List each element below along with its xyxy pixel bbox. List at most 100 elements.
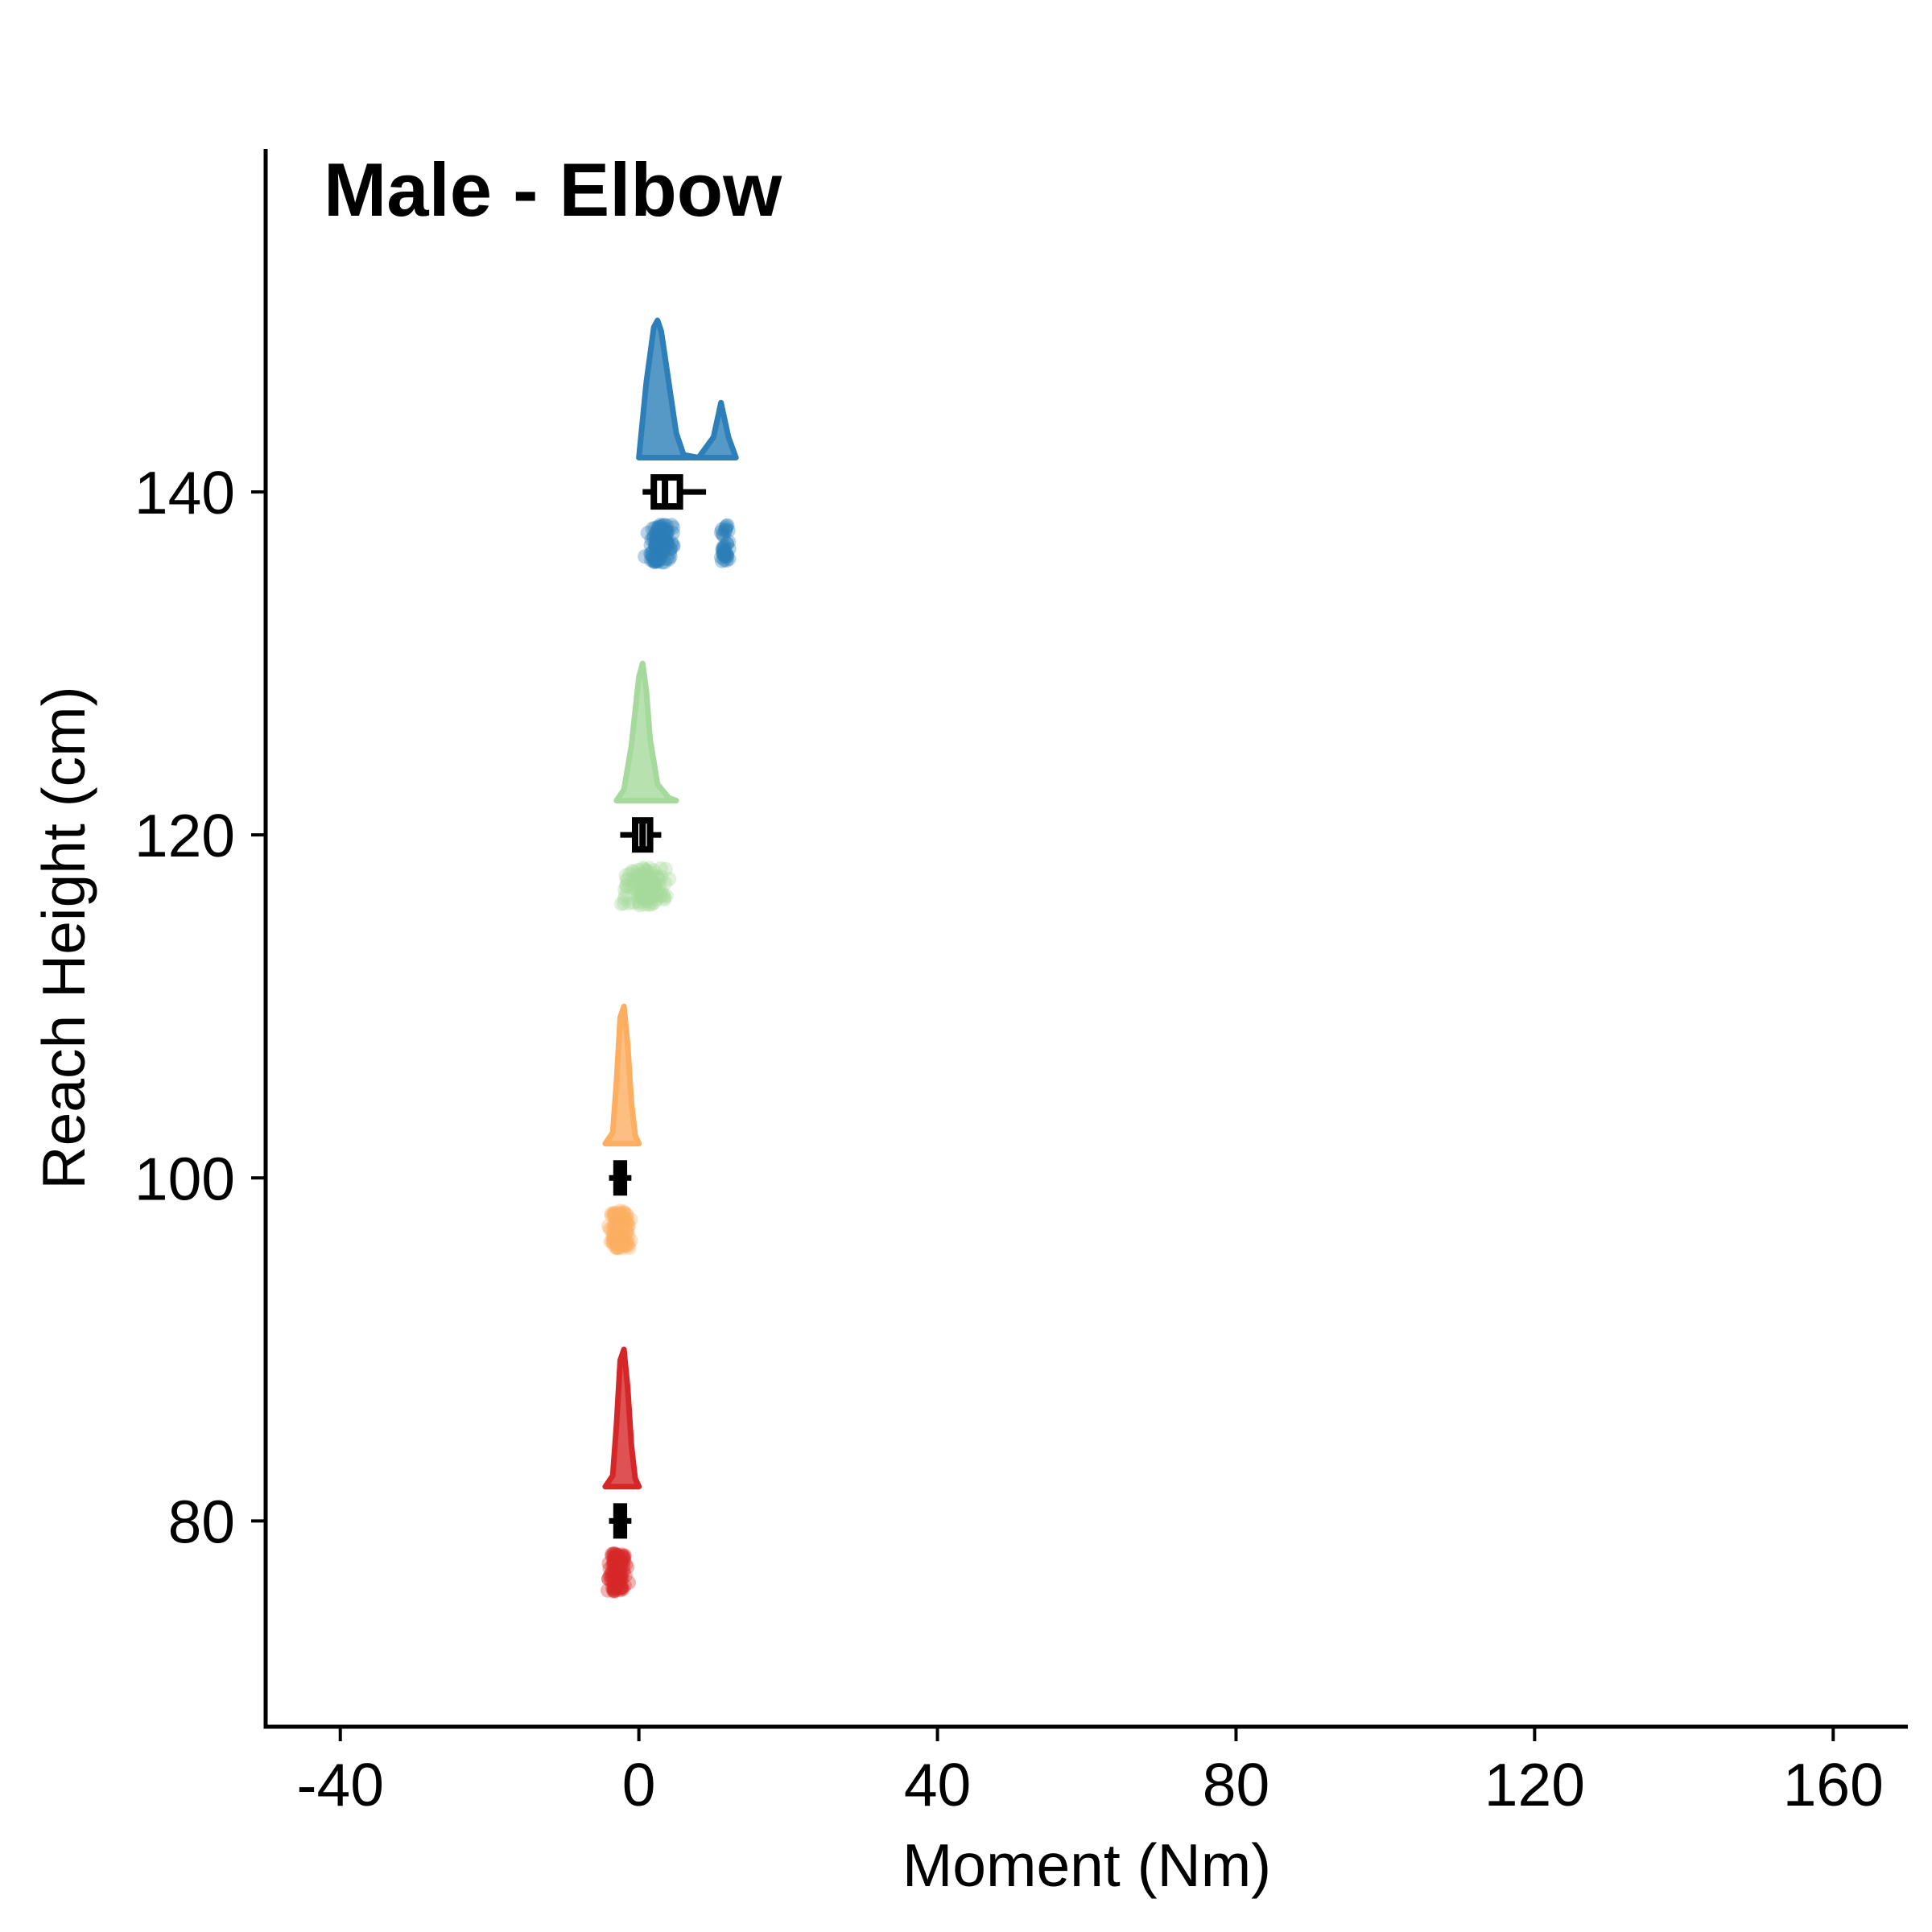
data-point — [611, 1576, 626, 1591]
data-point — [648, 877, 663, 892]
data-point — [649, 531, 664, 547]
data-point — [642, 873, 657, 888]
data-point — [614, 1237, 630, 1253]
data-point — [636, 886, 651, 902]
data-point — [659, 535, 675, 550]
y-tick-label: 80 — [168, 1488, 235, 1555]
data-point — [607, 1579, 622, 1595]
data-point — [613, 1232, 629, 1248]
data-point — [652, 551, 667, 566]
data-point — [606, 1208, 621, 1223]
data-point — [645, 521, 660, 536]
data-point — [617, 881, 633, 897]
data-point — [644, 532, 659, 547]
data-point — [616, 1563, 631, 1579]
density-cloud — [636, 317, 739, 460]
data-point — [649, 531, 664, 547]
data-point — [609, 1214, 624, 1229]
density-cloud — [602, 1346, 642, 1490]
data-point — [658, 537, 673, 552]
data-point — [629, 867, 644, 882]
data-point — [607, 1567, 622, 1582]
data-point — [620, 1213, 635, 1228]
data-point — [645, 552, 660, 568]
data-point — [621, 1219, 637, 1234]
data-point — [609, 1234, 624, 1249]
data-point — [606, 1234, 621, 1249]
data-point — [609, 1565, 625, 1580]
data-point — [654, 542, 670, 557]
data-point — [656, 531, 671, 547]
data-point — [719, 546, 734, 561]
data-point — [606, 1583, 621, 1598]
data-point — [642, 897, 657, 912]
data-point — [658, 529, 674, 544]
data-point — [720, 518, 735, 533]
data-point — [609, 1236, 624, 1252]
data-point — [607, 1546, 622, 1562]
data-point — [617, 1216, 632, 1231]
data-point — [617, 1548, 632, 1563]
data-point — [611, 1234, 626, 1249]
data-point — [609, 1216, 624, 1232]
data-point — [648, 553, 663, 568]
data-point — [658, 523, 673, 539]
data-point — [613, 1574, 629, 1589]
data-point — [650, 535, 665, 550]
data-point — [621, 1228, 636, 1243]
data-point — [615, 1228, 630, 1243]
data-point — [639, 890, 654, 906]
data-point — [608, 1240, 623, 1255]
data-point — [719, 547, 734, 563]
data-point — [608, 1547, 623, 1563]
data-point — [655, 542, 671, 557]
data-point — [605, 1563, 620, 1579]
data-point — [607, 1583, 622, 1599]
data-point — [608, 1210, 623, 1225]
data-point — [610, 1575, 625, 1590]
data-point — [713, 550, 729, 565]
x-tick-label: 40 — [904, 1751, 971, 1818]
data-point — [609, 1568, 625, 1583]
data-point — [617, 1237, 632, 1253]
data-point — [659, 525, 675, 540]
data-point — [613, 1569, 629, 1584]
data-point — [716, 528, 731, 543]
data-point — [607, 1565, 622, 1580]
chart-title: Male - Elbow — [324, 147, 782, 232]
data-point — [631, 862, 646, 877]
density-cloud — [602, 1003, 642, 1147]
data-point — [606, 1575, 621, 1591]
data-point — [606, 1217, 621, 1232]
data-point — [721, 551, 737, 567]
data-point — [616, 1212, 631, 1227]
data-point — [605, 1236, 621, 1251]
data-point — [618, 1557, 634, 1572]
data-point — [605, 1572, 620, 1587]
data-point — [610, 1235, 625, 1250]
data-point — [636, 892, 651, 907]
data-point — [610, 1241, 625, 1256]
data-point — [603, 1234, 618, 1249]
data-point — [609, 1236, 624, 1251]
data-point — [635, 890, 650, 906]
data-point — [637, 897, 652, 912]
data-point — [615, 1582, 630, 1597]
data-point — [663, 542, 678, 557]
data-point — [604, 1206, 619, 1221]
data-point — [613, 1567, 628, 1583]
data-point — [650, 538, 665, 553]
data-point — [646, 554, 662, 569]
data-point — [613, 1233, 628, 1249]
data-point — [626, 881, 642, 896]
data-point — [611, 1205, 626, 1220]
data-point — [613, 1231, 629, 1246]
data-point — [646, 880, 661, 895]
data-point — [650, 540, 665, 555]
data-point — [607, 1228, 622, 1243]
data-point — [716, 539, 732, 554]
data-point — [654, 869, 669, 885]
data-point — [614, 1556, 630, 1571]
x-tick-label: 160 — [1783, 1751, 1884, 1818]
data-point — [648, 551, 663, 566]
